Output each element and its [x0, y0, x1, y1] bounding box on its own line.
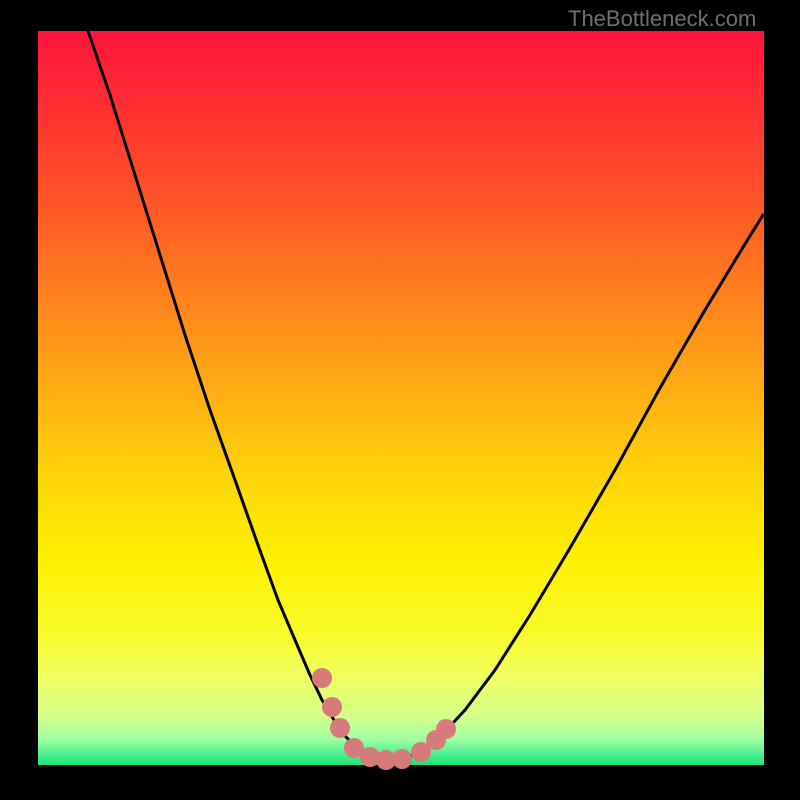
curve-marker — [312, 668, 332, 688]
chart-canvas — [0, 0, 800, 800]
curve-marker — [330, 718, 350, 738]
curve-marker — [392, 749, 412, 769]
curve-marker — [436, 719, 456, 739]
curve-marker — [322, 697, 342, 717]
